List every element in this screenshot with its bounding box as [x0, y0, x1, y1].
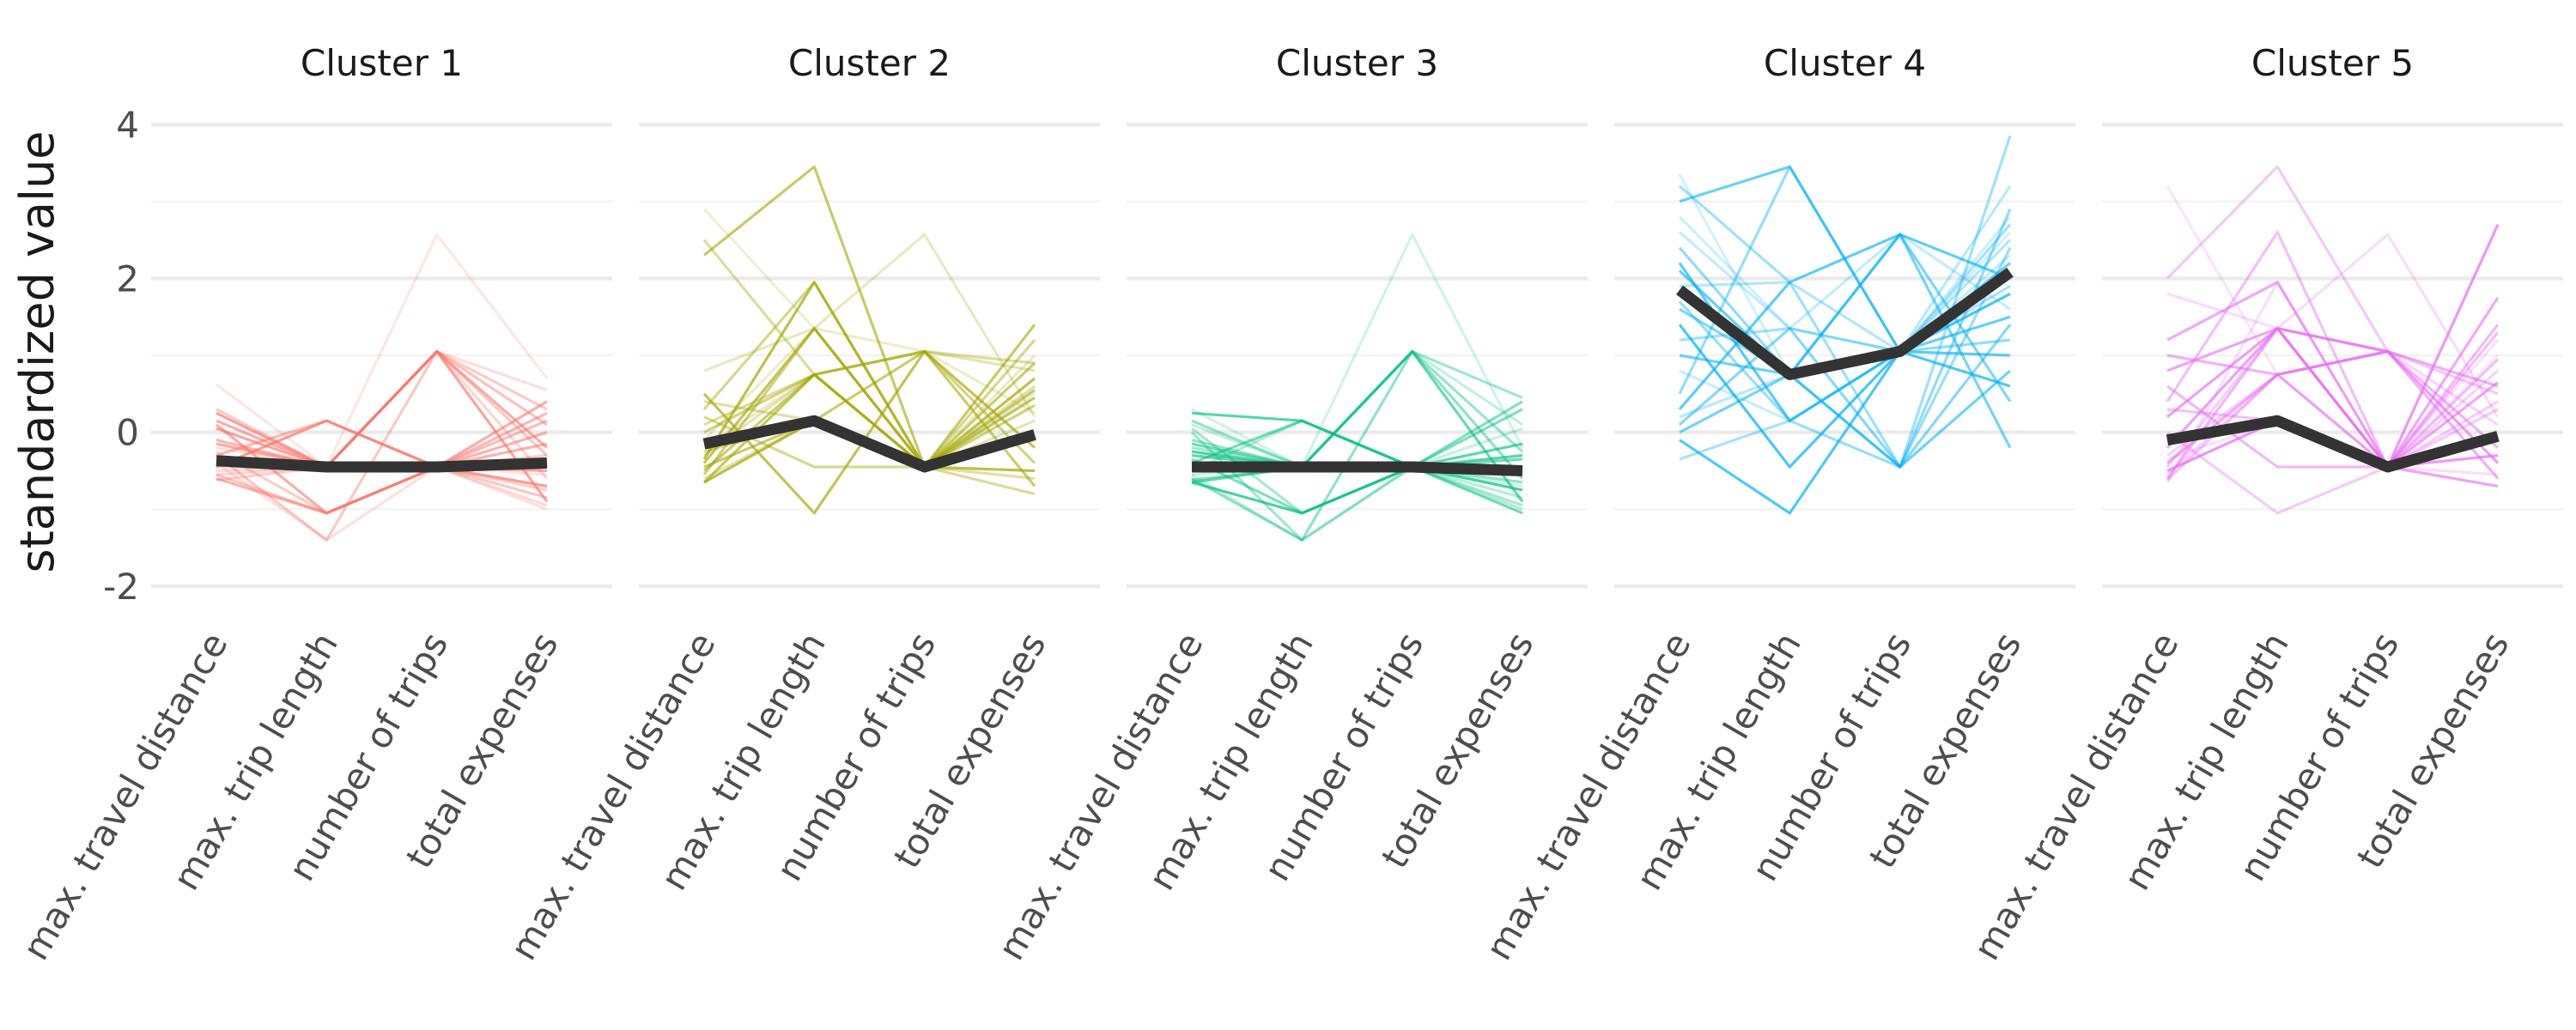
series-line: [2166, 349, 2500, 480]
series-line: [1678, 215, 2012, 354]
series-line: [1679, 284, 2011, 461]
series-line: [1191, 349, 1524, 542]
cluster-mean-line: [1192, 461, 1523, 476]
series-line: [703, 349, 1036, 457]
series-line: [703, 349, 1036, 488]
cluster-mean-line: [1676, 267, 2014, 380]
series-line: [1678, 246, 2012, 469]
facet-title: Cluster 4: [1764, 42, 1926, 84]
y-axis-label: standardized value: [10, 130, 64, 573]
series-line: [1678, 233, 2011, 410]
series-line: [1678, 135, 2012, 469]
series-line: [2166, 281, 2499, 483]
series-line: [1191, 465, 1523, 515]
series-line: [1678, 324, 2012, 469]
series-line: [2166, 281, 2500, 469]
facet-title: Cluster 1: [301, 42, 463, 84]
series-line: [1191, 419, 1523, 469]
series-line: [1191, 349, 1524, 469]
series-line: [216, 349, 549, 503]
series-line: [1191, 349, 1523, 469]
series-line: [702, 281, 1036, 469]
series-line: [1191, 465, 1523, 542]
series-line: [2166, 327, 2499, 469]
series-line: [2166, 408, 2499, 515]
series-line: [2166, 369, 2500, 469]
series-line: [1678, 231, 2011, 330]
series-line: [2166, 233, 2500, 418]
series-line: [702, 349, 1036, 515]
series-line: [1679, 354, 2012, 469]
series-line: [216, 349, 549, 480]
series-line: [702, 327, 1036, 441]
series-line: [1678, 292, 2011, 469]
facet-title: Cluster 2: [788, 42, 951, 84]
y-tick-label: -2: [103, 566, 139, 608]
series-line: [703, 349, 1036, 464]
x-tick-label: max. travel distance: [15, 626, 236, 967]
series-line: [1679, 233, 2012, 449]
y-tick-label: 0: [116, 412, 139, 454]
facet-title: Cluster 3: [1276, 42, 1438, 84]
cluster-mean-line: [702, 415, 1036, 473]
y-tick-label: 2: [116, 258, 139, 300]
series-line: [216, 419, 548, 488]
series-line: [216, 462, 548, 542]
series-line: [1679, 349, 2011, 515]
series-line: [702, 165, 1036, 469]
series-line: [1191, 233, 1524, 469]
series-line: [702, 239, 1036, 376]
series-line: [2166, 165, 2499, 396]
series-line: [702, 327, 1036, 469]
series-line: [216, 233, 549, 469]
series-line: [2166, 185, 2500, 469]
cluster-mean-line: [2166, 415, 2500, 473]
y-tick-label: 4: [116, 104, 139, 146]
cluster-mean-line: [216, 455, 548, 473]
series-line: [1679, 239, 2012, 354]
series-line: [216, 465, 548, 507]
series-line: [703, 233, 1036, 418]
series-line: [2166, 327, 2500, 480]
facet-title: Cluster 5: [2251, 42, 2414, 84]
series-line: [216, 349, 549, 542]
series-line: [1679, 254, 2012, 422]
